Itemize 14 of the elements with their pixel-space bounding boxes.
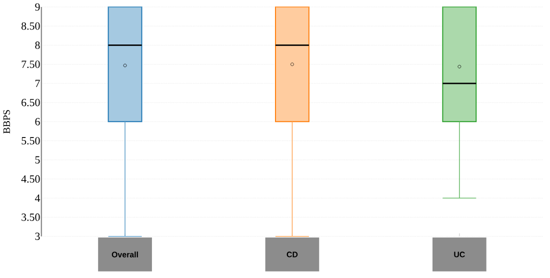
- y-tick-label: 8: [35, 41, 40, 49]
- y-tick-label: 7.50: [22, 60, 40, 68]
- y-tick-label: 8.50: [22, 22, 40, 30]
- y-tick-label: 4.50: [21, 175, 40, 183]
- y-tick-label: 7: [35, 80, 40, 87]
- y-tick-label: 3.50: [22, 213, 40, 221]
- y-tick-label: 6.50: [22, 98, 40, 106]
- y-tick-label: 5.50: [22, 136, 40, 144]
- y-tick-label: 6: [35, 118, 40, 126]
- y-tick-label: 3: [35, 232, 40, 240]
- y-axis-title: BBPS: [3, 110, 10, 134]
- y-tick-label: 4: [34, 194, 40, 202]
- y-tick-label: 5: [35, 156, 40, 164]
- y-tick-label: 9: [35, 3, 40, 11]
